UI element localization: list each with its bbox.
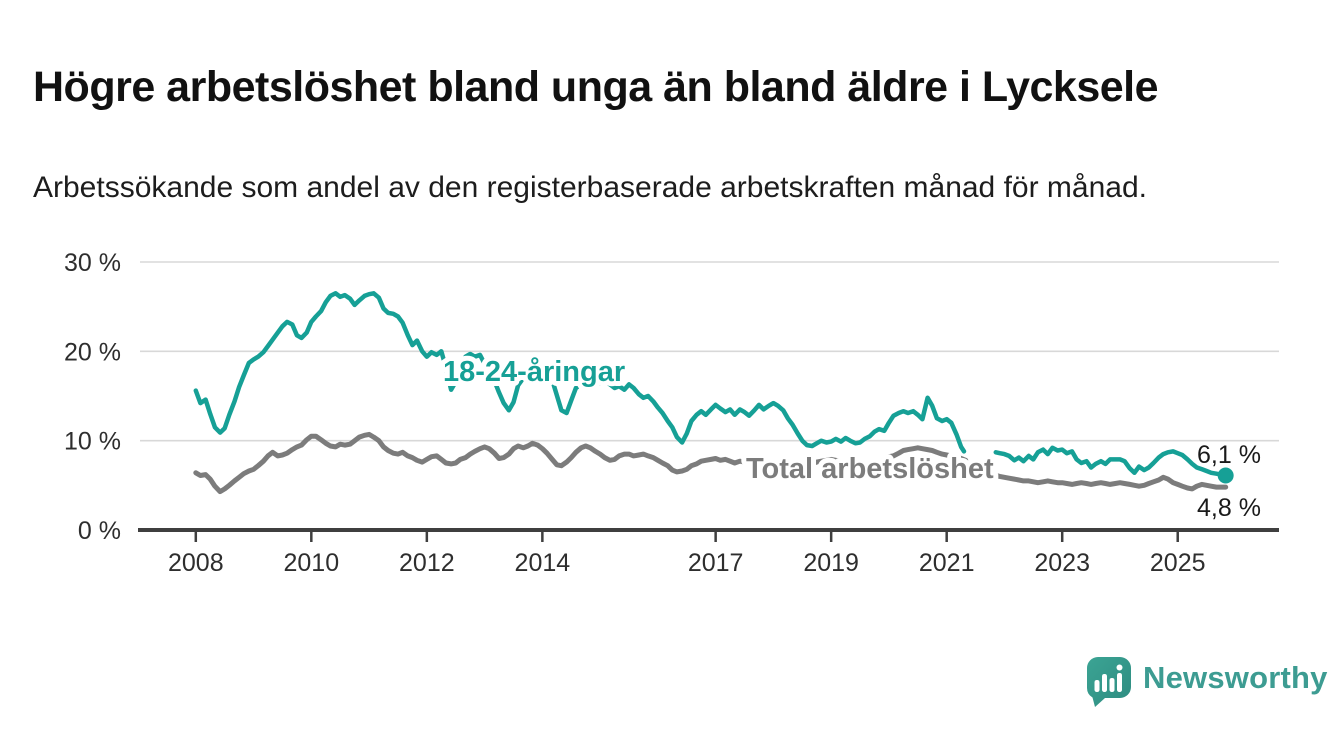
x-axis-label-2017: 2017 [688, 549, 744, 577]
logo-exclamation-dot [1116, 664, 1123, 671]
logo-bar-3 [1109, 678, 1115, 692]
speech-bubble-shape [1087, 657, 1131, 707]
series-line-youth-seg2 [993, 445, 1228, 478]
series-label-youth: 18-24-åringar [443, 356, 625, 388]
x-axis-label-2025: 2025 [1150, 549, 1206, 577]
y-axis-label-10: 10 % [64, 428, 121, 456]
end-value-label-youth: 6,1 % [1197, 441, 1261, 469]
logo-bar-2 [1102, 674, 1107, 692]
chart-subtitle: Arbetssökande som andel av den registerb… [33, 171, 1147, 204]
x-axis-label-2021: 2021 [919, 549, 975, 577]
x-axis-label-2008: 2008 [168, 549, 224, 577]
series-line-total-seg2 [993, 473, 1229, 492]
newsworthy-logo-icon [1087, 657, 1131, 707]
end-value-label-total: 4,8 % [1197, 494, 1261, 522]
logo-exclamation-bar [1117, 673, 1122, 692]
x-axis-label-2023: 2023 [1034, 549, 1090, 577]
y-axis-label-20: 20 % [64, 338, 121, 366]
series-line-total-seg1 [193, 431, 969, 495]
x-axis-label-2019: 2019 [803, 549, 859, 577]
y-axis-label-0: 0 % [78, 517, 121, 545]
series-end-dot-youth [1217, 467, 1234, 484]
x-axis-label-2010: 2010 [284, 549, 340, 577]
series-line-youth-seg1 [193, 291, 967, 454]
newsworthy-logo: Newsworthy [1086, 656, 1328, 708]
newsworthy-logo-text: Newsworthy [1143, 660, 1328, 695]
x-axis-label-2012: 2012 [399, 549, 455, 577]
chart-title: Högre arbetslöshet bland unga än bland ä… [33, 62, 1159, 111]
y-axis-label-30: 30 % [64, 249, 121, 277]
series-label-total: Total arbetslöshet [746, 453, 994, 485]
logo-bar-1 [1094, 680, 1100, 692]
x-axis-label-2014: 2014 [515, 549, 571, 577]
